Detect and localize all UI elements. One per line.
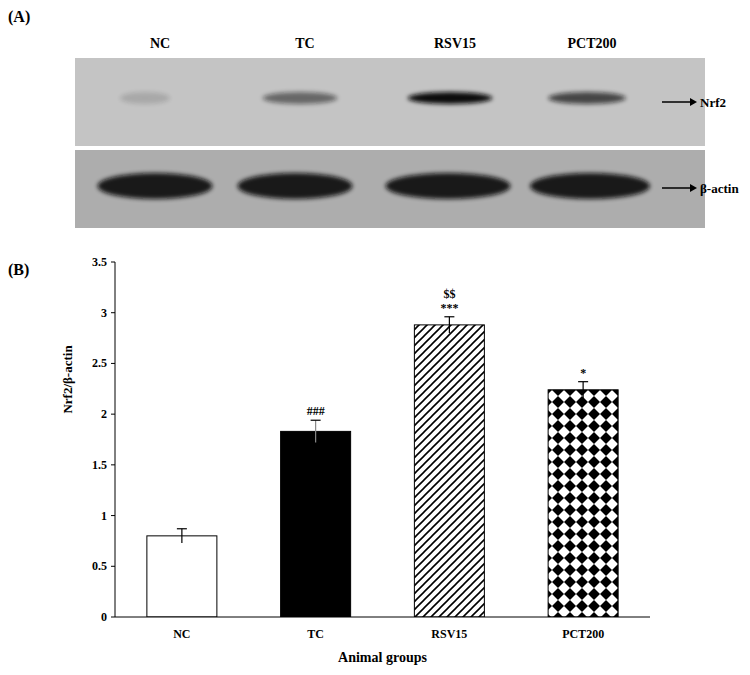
x-tick-label: TC (307, 627, 324, 641)
lane-label: TC (295, 36, 314, 51)
y-axis (115, 262, 116, 617)
actin-band (386, 173, 511, 199)
bar (548, 390, 618, 617)
x-tick-label: PCT200 (562, 627, 604, 641)
arrow (662, 187, 690, 189)
y-tick-label: 2 (101, 407, 107, 421)
error-bar (311, 420, 321, 442)
y-tick (111, 515, 115, 516)
y-tick-label: 0 (101, 610, 107, 624)
lane-label: NC (150, 36, 170, 51)
arrow-head (690, 98, 697, 106)
error-bar (444, 317, 454, 333)
error-bar (177, 529, 187, 543)
y-tick-label: 1.5 (92, 458, 107, 472)
panel-label: (B) (8, 261, 29, 279)
y-tick (111, 566, 115, 567)
y-tick (111, 363, 115, 364)
x-tick-label: NC (173, 627, 190, 641)
nrf2-band (548, 92, 626, 104)
panel-label: (A) (8, 8, 30, 26)
y-tick-label: 0.5 (92, 559, 107, 573)
y-tick-label: 3.5 (92, 255, 107, 269)
band-label: Nrf2 (700, 95, 726, 110)
y-tick-label: 3 (101, 306, 107, 320)
arrow-head (690, 184, 697, 192)
y-tick (111, 414, 115, 415)
y-axis-label: Nrf2/β-actin (60, 345, 75, 414)
lane-label: RSV15 (434, 36, 476, 51)
y-tick (111, 617, 115, 618)
x-axis-label: Animal groups (338, 650, 427, 665)
figure: (A) NC TC RSV15 PCT200 Nrf2 β-actin (B) 0 0.5 1 1.5… (0, 0, 750, 675)
y-tick (111, 262, 115, 263)
y-tick (111, 464, 115, 465)
bar (147, 536, 217, 617)
nrf2-band (408, 92, 493, 104)
band-label: β-actin (700, 181, 739, 196)
nrf2-band (263, 92, 338, 104)
actin-band (98, 173, 213, 199)
actin-band (238, 173, 353, 199)
bar (414, 325, 484, 617)
y-tick-label: 2.5 (92, 356, 107, 370)
y-tick-label: 1 (101, 509, 107, 523)
error-bar (578, 382, 588, 398)
blot-strip (75, 58, 705, 146)
significance: $$ (443, 287, 455, 301)
arrow (662, 101, 690, 103)
nrf2-band (120, 92, 170, 104)
bar (281, 431, 351, 617)
bars (147, 317, 618, 617)
x-tick-label: RSV15 (431, 627, 467, 641)
significance: *** (440, 301, 458, 315)
y-tick (111, 312, 115, 313)
lane-label: PCT200 (568, 36, 617, 51)
blot-strip (75, 150, 705, 228)
x-axis (115, 617, 650, 618)
actin-band (530, 173, 650, 199)
significance: * (580, 366, 586, 380)
significance: ### (307, 404, 325, 418)
